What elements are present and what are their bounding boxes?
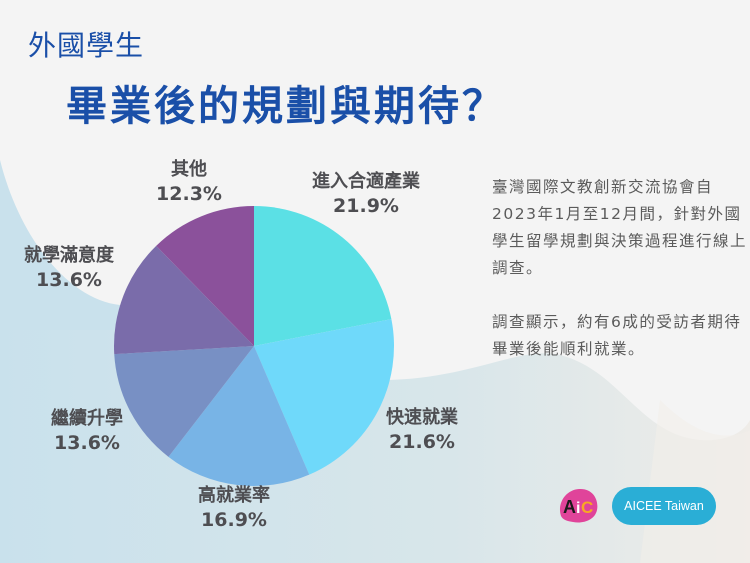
svg-text:C: C bbox=[581, 498, 593, 517]
label-study-satisfaction: 就學滿意度 13.6% bbox=[24, 245, 114, 291]
description-paragraph-2: 調查顯示，約有6成的受訪者期待畢業後能順利就業。 bbox=[492, 313, 742, 358]
label-quick-employment: 快速就業 21.6% bbox=[386, 407, 458, 453]
aicee-taiwan-button[interactable]: AICEE Taiwan bbox=[612, 487, 716, 525]
label-high-employment-rate: 高就業率 16.9% bbox=[198, 485, 270, 531]
svg-text:A: A bbox=[563, 497, 576, 517]
page-title: 畢業後的規劃與期待？ bbox=[66, 82, 506, 130]
survey-description: 臺灣國際文教創新交流協會自2023年1月至12月間，針對外國學生留學規劃與決策過… bbox=[492, 174, 748, 390]
label-other: 其他 12.3% bbox=[156, 159, 222, 205]
subtitle: 外國學生 bbox=[28, 29, 145, 62]
svg-text:i: i bbox=[576, 500, 580, 517]
pie-slice bbox=[254, 319, 394, 475]
pie-slice bbox=[114, 346, 255, 457]
pie-slice bbox=[254, 206, 392, 346]
description-paragraph-1: 臺灣國際文教創新交流協會自2023年1月至12月間，針對外國學生留學規劃與決策過… bbox=[492, 178, 748, 277]
pie-slice bbox=[168, 346, 310, 486]
label-further-study: 繼續升學 13.6% bbox=[51, 408, 123, 454]
aic-logo-icon: A i C bbox=[559, 488, 598, 523]
label-suitable-industry: 進入合適產業 21.9% bbox=[312, 171, 420, 217]
pie-slice bbox=[156, 206, 254, 346]
pie-slice bbox=[113, 245, 254, 355]
